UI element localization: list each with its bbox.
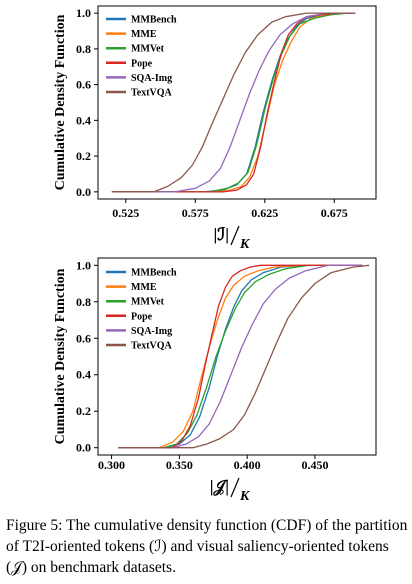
figure-caption: Figure 5: The cumulative density functio… xyxy=(6,517,408,576)
x-tick-label: 0.400 xyxy=(234,458,261,472)
x-tick-label: 0.675 xyxy=(321,206,348,220)
figure-canvas: 0.0 0.2 0.4 0.6 0.8 1.0 0.525 0.575 0.625 0.675 Cu… xyxy=(53,5,377,504)
series-line-mmvet xyxy=(118,264,363,449)
y-tick-label: 1.0 xyxy=(76,6,91,20)
legend-label-mmbench: MMBench xyxy=(131,15,177,26)
y-tick-label: 0.8 xyxy=(76,42,91,56)
y-tick-label: 0.0 xyxy=(76,441,91,455)
x-tick-label: 0.625 xyxy=(251,206,278,220)
y-tick-label: 0.8 xyxy=(76,295,91,309)
y-tick-label: 0.2 xyxy=(76,149,91,163)
legend-label-mmvet: MMVet xyxy=(131,297,165,308)
x-tick-label: 0.525 xyxy=(112,206,139,220)
series-line-textvqa xyxy=(118,264,370,449)
x-axis-label-slash xyxy=(230,477,240,498)
y-tick-label: 1.0 xyxy=(76,258,91,272)
series-line-mme xyxy=(111,12,356,193)
x-tick-label: 0.300 xyxy=(98,458,125,472)
legend-label-sqa-img: SQA-Img xyxy=(131,73,172,84)
series-line-mmbench xyxy=(118,264,363,449)
y-tick-label: 0.4 xyxy=(76,113,91,127)
y-axis-label: Cumulative Density Function xyxy=(53,268,68,444)
x-tick-label: 0.450 xyxy=(301,458,328,472)
series-line-textvqa xyxy=(111,12,356,193)
chart-1: 0.0 0.2 0.4 0.6 0.8 1.0 0.525 0.575 0.625 0.675 Cu… xyxy=(53,5,377,252)
x-axis-label-denominator: K xyxy=(239,237,251,252)
y-tick-label: 0.2 xyxy=(76,404,91,418)
legend-label-textvqa: TextVQA xyxy=(131,88,173,99)
legend: MMBench MME MMVet Pope SQA-Img TextVQA xyxy=(106,268,177,352)
legend-label-textvqa: TextVQA xyxy=(131,341,173,352)
legend-label-mmbench: MMBench xyxy=(131,268,177,279)
legend: MMBench MME MMVet Pope SQA-Img TextVQA xyxy=(106,15,177,99)
y-tick-label: 0.4 xyxy=(76,368,91,382)
x-axis-label-denominator: K xyxy=(239,489,251,504)
series-line-mme xyxy=(118,264,363,449)
y-tick-label: 0.6 xyxy=(76,78,91,92)
legend-label-mme: MME xyxy=(131,282,157,293)
series-line-pope xyxy=(118,264,363,449)
series-line-sqa-img xyxy=(118,264,363,449)
y-tick-label: 0.0 xyxy=(76,185,91,199)
y-axis-label: Cumulative Density Function xyxy=(53,14,68,190)
x-axis-label-symbol: |𝒥| xyxy=(210,477,229,497)
legend-label-pope: Pope xyxy=(131,311,153,322)
x-tick-label: 0.350 xyxy=(166,458,193,472)
plot-frame xyxy=(97,5,377,200)
legend-label-mme: MME xyxy=(131,29,157,40)
plot-frame xyxy=(97,257,377,456)
y-tick-label: 0.6 xyxy=(76,331,91,345)
series-line-mmvet xyxy=(111,12,356,193)
x-tick-label: 0.575 xyxy=(182,206,209,220)
x-axis-label-slash xyxy=(230,225,240,246)
legend-label-pope: Pope xyxy=(131,58,153,69)
legend-label-sqa-img: SQA-Img xyxy=(131,326,172,337)
legend-label-mmvet: MMVet xyxy=(131,44,165,55)
chart-2: 0.0 0.2 0.4 0.6 0.8 1.0 0.300 0.350 0.400 0.450 Cu… xyxy=(53,257,377,504)
series-line-sqa-img xyxy=(111,12,356,193)
x-axis-label-symbol: |ℐ| xyxy=(214,225,229,244)
